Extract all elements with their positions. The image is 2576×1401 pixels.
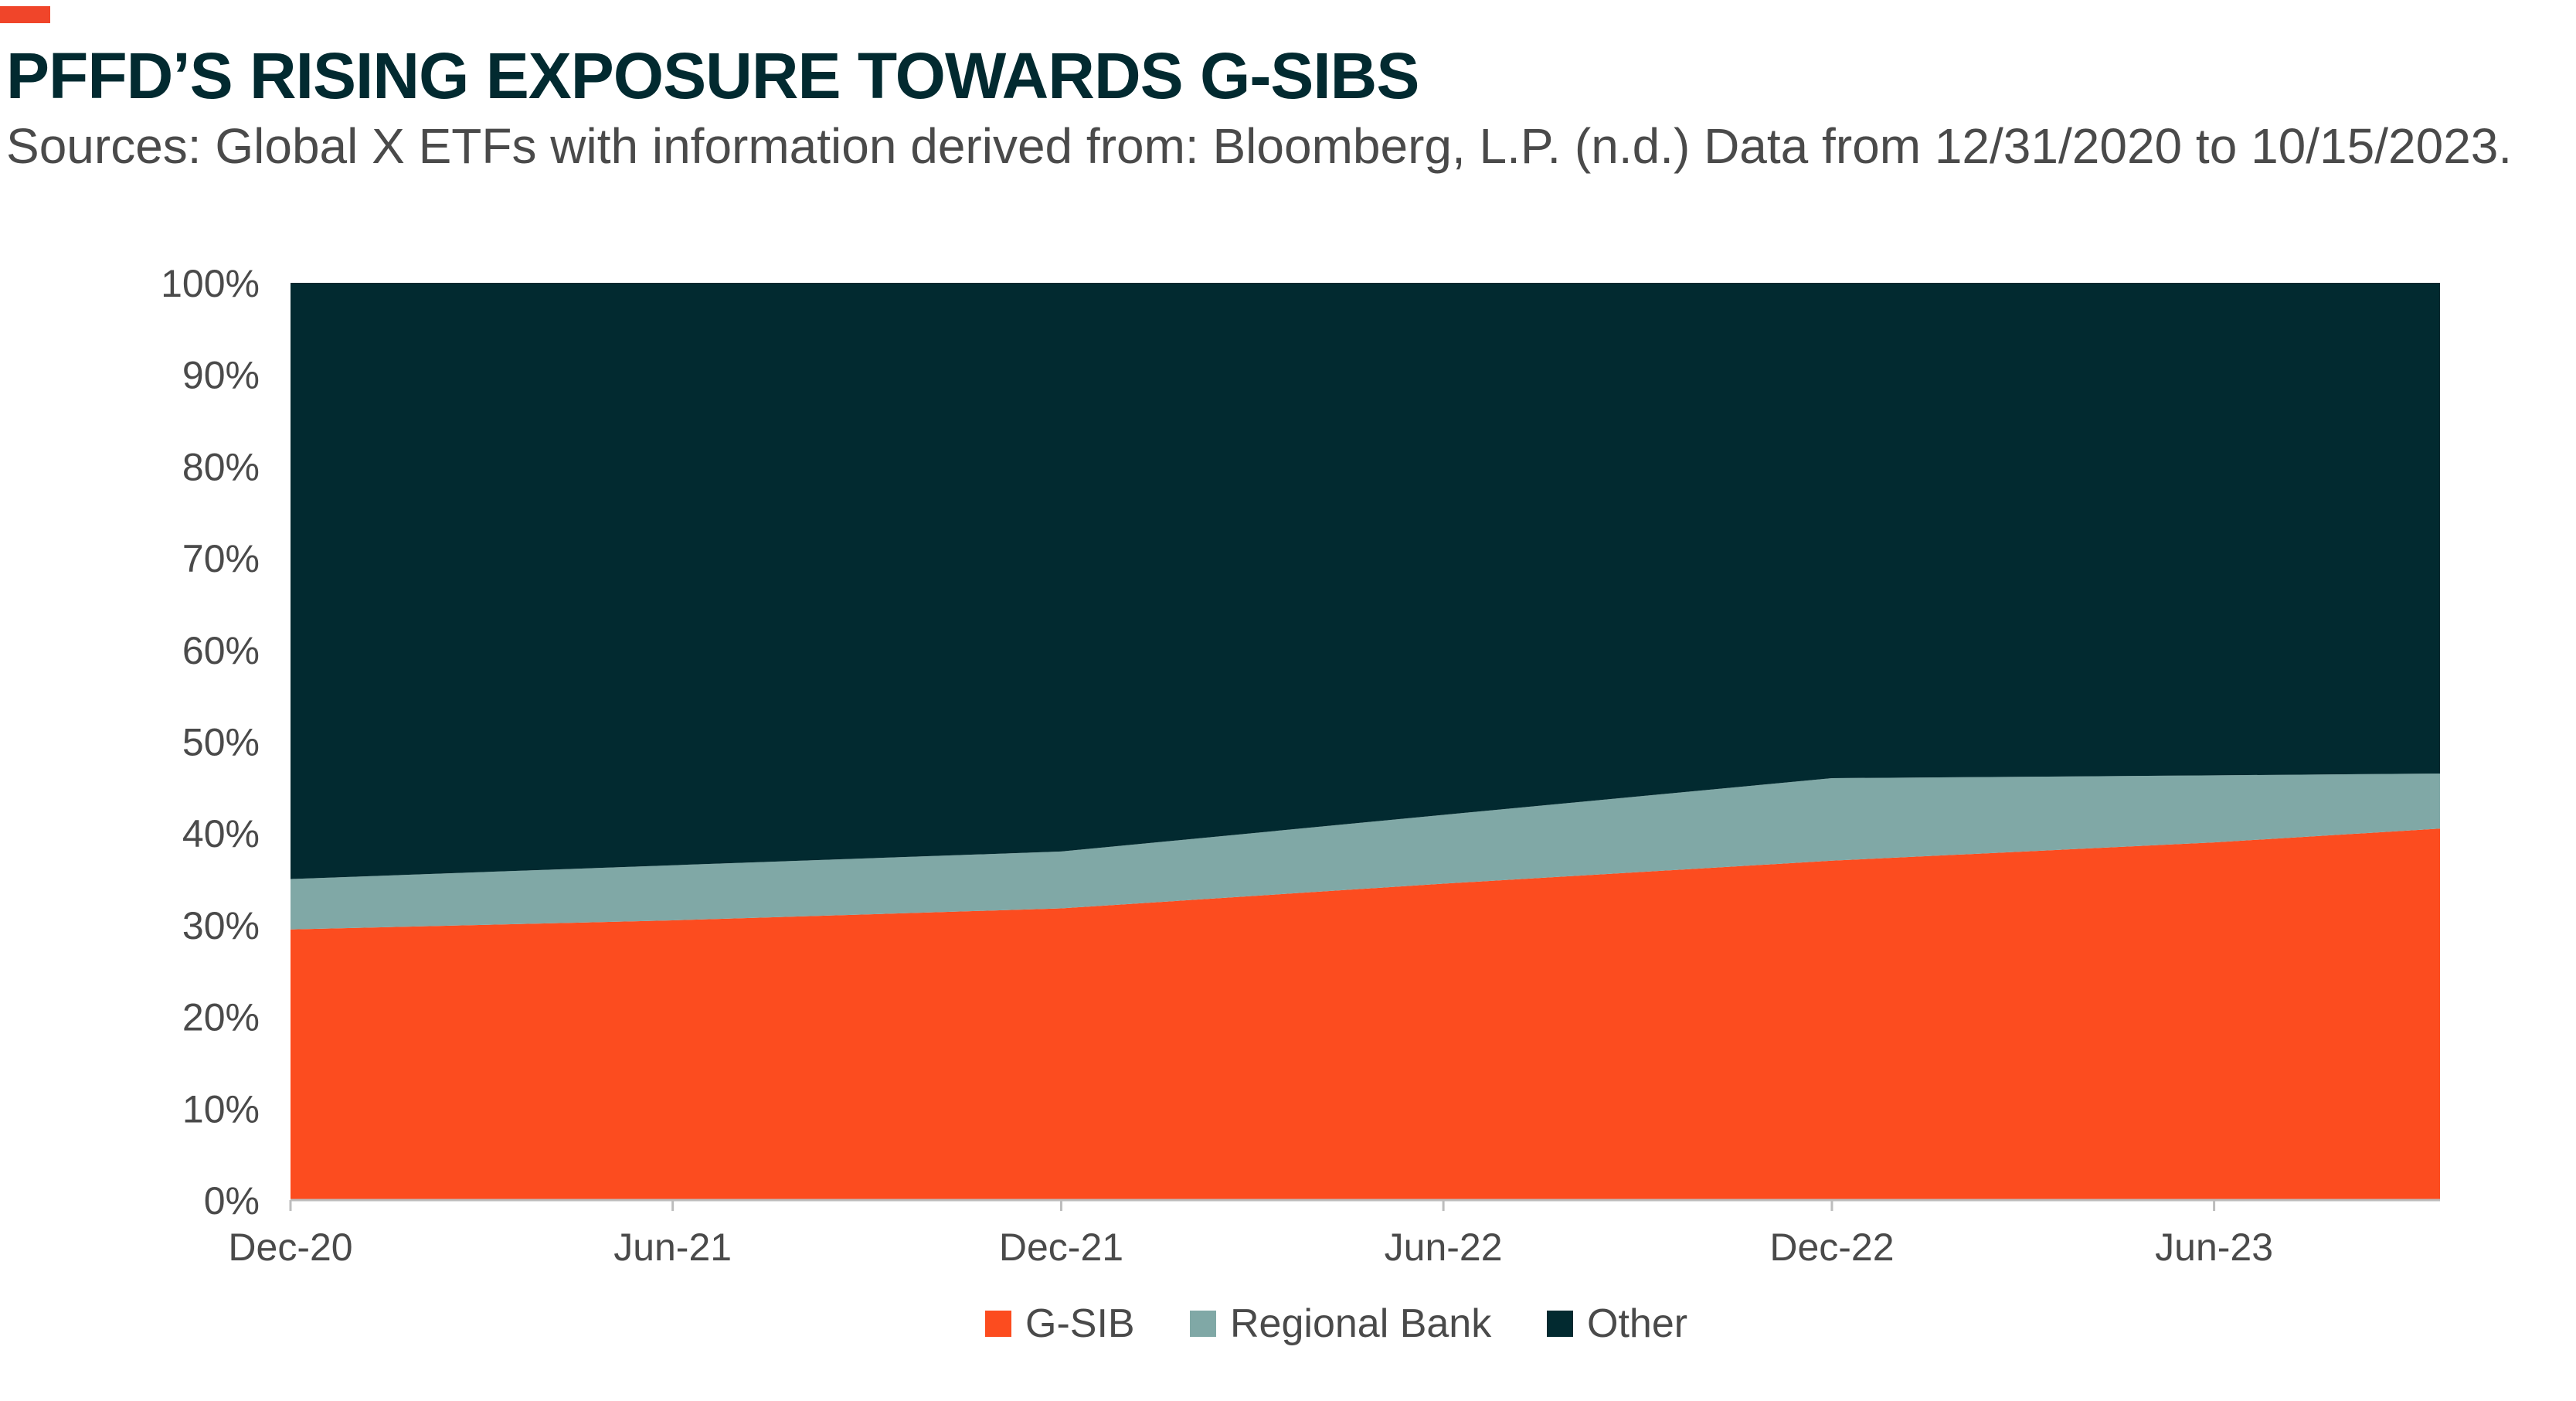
- area-g-sib: [291, 828, 2440, 1200]
- y-tick-label: 100%: [161, 262, 260, 305]
- y-tick-label: 0%: [204, 1179, 260, 1222]
- x-tick-label: Dec-22: [1769, 1226, 1894, 1269]
- x-tick-label: Jun-21: [613, 1226, 732, 1269]
- legend-label-regional-bank: Regional Bank: [1230, 1301, 1492, 1346]
- y-tick-label: 20%: [182, 996, 260, 1039]
- y-tick-label: 10%: [182, 1087, 260, 1131]
- legend-label-other: Other: [1587, 1301, 1687, 1346]
- y-axis-labels: 0% 10% 20% 30% 40% 50% 60% 70% 80% 90% 100%: [161, 262, 260, 1222]
- legend-label-g-sib: G-SIB: [1025, 1301, 1135, 1346]
- y-tick-label: 90%: [182, 354, 260, 397]
- legend: G-SIB Regional Bank Other: [985, 1301, 1687, 1346]
- area-other: [291, 283, 2440, 879]
- area-layers: [291, 283, 2440, 1200]
- legend-swatch-other: [1547, 1311, 1573, 1337]
- legend-swatch-g-sib: [985, 1311, 1011, 1337]
- x-axis-labels: Dec-20 Jun-21 Dec-21 Jun-22 Dec-22 Jun-23: [228, 1226, 2273, 1269]
- y-tick-label: 30%: [182, 904, 260, 947]
- x-tick-label: Jun-23: [2155, 1226, 2273, 1269]
- area-regional-bank: [291, 774, 2440, 930]
- legend-swatch-regional-bank: [1190, 1311, 1216, 1337]
- x-tick-label: Jun-22: [1385, 1226, 1503, 1269]
- accent-bar: [0, 6, 50, 23]
- y-tick-label: 80%: [182, 445, 260, 488]
- x-tick-label: Dec-21: [999, 1226, 1123, 1269]
- y-tick-label: 60%: [182, 629, 260, 672]
- chart-subtitle: Sources: Global X ETFs with information …: [6, 118, 2513, 174]
- x-tick-label: Dec-20: [228, 1226, 352, 1269]
- y-tick-label: 70%: [182, 537, 260, 580]
- y-tick-label: 50%: [182, 721, 260, 764]
- y-tick-label: 40%: [182, 812, 260, 855]
- chart-title: PFFD’S RISING EXPOSURE TOWARDS G-SIBS: [6, 39, 1419, 112]
- axes: [289, 1199, 2440, 1211]
